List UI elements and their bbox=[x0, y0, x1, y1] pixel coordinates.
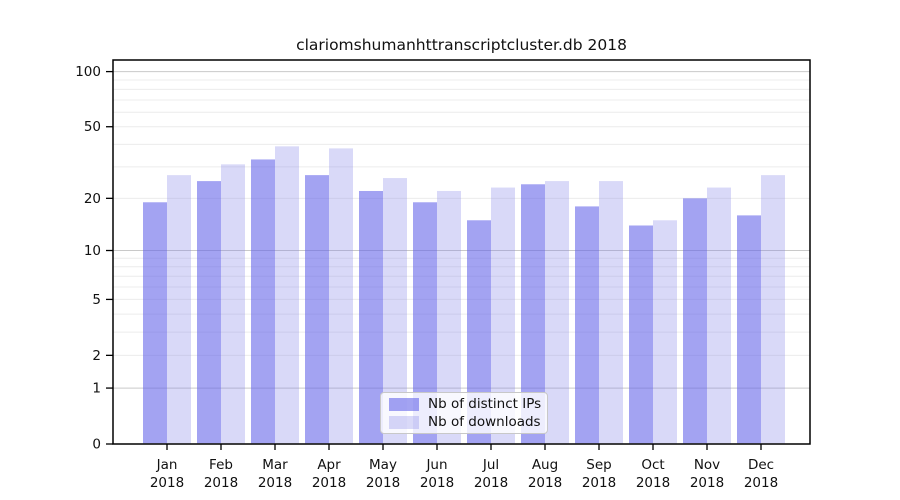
x-tick-label: Aug 2018 bbox=[528, 457, 562, 491]
y-tick-label: 5 bbox=[92, 292, 101, 308]
legend-label-distinct-ips: Nb of distinct IPs bbox=[428, 395, 542, 412]
bar-mar-downloads bbox=[275, 146, 299, 444]
y-axis: 0 1 2 5 10 20 50 100 bbox=[75, 64, 113, 453]
y-tick-label: 50 bbox=[84, 119, 101, 135]
bar-sep-ips bbox=[575, 206, 599, 444]
bar-feb-ips bbox=[197, 181, 221, 444]
bar-aug-downloads bbox=[545, 181, 569, 444]
bar-nov-ips bbox=[683, 198, 707, 444]
bar-apr-ips bbox=[305, 175, 329, 444]
x-tick-label: Jun 2018 bbox=[420, 457, 454, 491]
bar-oct-downloads bbox=[653, 220, 677, 444]
plot-spines bbox=[112, 59, 811, 445]
bar-apr-downloads bbox=[329, 148, 353, 444]
bar-feb-downloads bbox=[221, 164, 245, 444]
legend-swatch-downloads bbox=[389, 415, 419, 429]
x-tick-label: Mar 2018 bbox=[258, 457, 292, 491]
x-axis: Jan 2018 Feb 2018 Mar 2018 Apr 2018 May 2018 Jun 20… bbox=[150, 444, 778, 491]
bar-may-ips bbox=[359, 190, 383, 444]
bar-dec-downloads bbox=[761, 175, 785, 444]
bar-mar-ips bbox=[251, 159, 275, 444]
x-tick-label: Feb 2018 bbox=[204, 457, 238, 491]
y-tick-label: 2 bbox=[92, 348, 101, 364]
chart-title: clariomshumanhttranscriptcluster.db 2018 bbox=[296, 36, 627, 54]
x-tick-label: Sep 2018 bbox=[582, 457, 616, 491]
y-tick-label: 100 bbox=[75, 64, 101, 80]
x-tick-label: Nov 2018 bbox=[690, 457, 724, 491]
y-tick-label: 10 bbox=[84, 243, 101, 259]
x-tick-label: Apr 2018 bbox=[312, 457, 346, 491]
bar-sep-downloads bbox=[599, 181, 623, 444]
legend-swatch-distinct-ips bbox=[389, 397, 419, 411]
legend-item-distinct-ips: Nb of distinct IPs bbox=[389, 395, 542, 412]
bar-nov-downloads bbox=[707, 187, 731, 444]
x-tick-label: Jan 2018 bbox=[150, 457, 184, 491]
gridlines bbox=[113, 71, 810, 389]
y-tick-label: 20 bbox=[84, 191, 101, 207]
bar-dec-ips bbox=[737, 215, 761, 444]
x-tick-label: Oct 2018 bbox=[636, 457, 670, 491]
legend: Nb of distinct IPs Nb of downloads bbox=[380, 392, 548, 434]
bar-jan-downloads bbox=[167, 175, 191, 444]
bar-jan-ips bbox=[143, 202, 167, 444]
x-tick-label: May 2018 bbox=[366, 457, 400, 491]
x-tick-label: Jul 2018 bbox=[474, 457, 508, 491]
y-tick-label: 0 bbox=[92, 437, 101, 453]
x-tick-label: Dec 2018 bbox=[744, 457, 778, 491]
y-tick-label: 1 bbox=[92, 381, 101, 397]
bar-oct-ips bbox=[629, 225, 653, 444]
legend-label-downloads: Nb of downloads bbox=[428, 413, 541, 430]
legend-item-downloads: Nb of downloads bbox=[389, 413, 541, 430]
